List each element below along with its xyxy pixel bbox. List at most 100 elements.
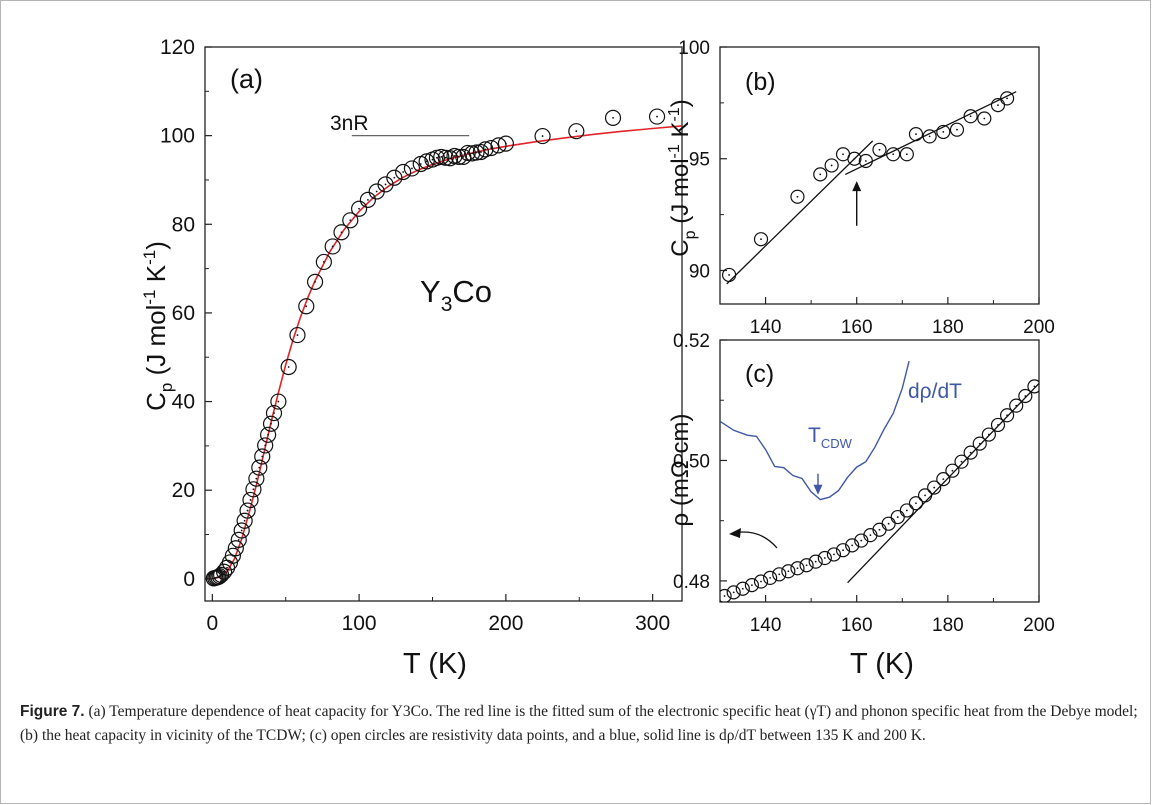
data-point-center [261, 455, 264, 458]
data-point-center [1006, 414, 1008, 417]
data-point [826, 547, 842, 562]
panel-c-frame [719, 339, 1040, 603]
x-tick-label: 180 [932, 317, 964, 338]
data-point-center [905, 153, 908, 156]
data-point [908, 496, 924, 511]
data-point-center [915, 133, 917, 136]
data-point [230, 531, 247, 548]
data-point-center [969, 115, 972, 118]
data-point-center [249, 499, 252, 501]
data-point-center [915, 502, 917, 505]
panel-a-x-axis-label: T (K) [403, 648, 467, 680]
data-point [817, 550, 832, 566]
data-point-center [1006, 97, 1008, 100]
data-point [908, 127, 924, 142]
data-point-center [997, 424, 999, 426]
caption-text: (a) Temperature dependence of heat capac… [20, 703, 1138, 744]
data-point-center [878, 528, 881, 531]
panel-c-tcdw-label: TCDW [808, 424, 853, 451]
data-point [753, 232, 769, 247]
figure-caption: Figure 7. (a) Temperature dependence of … [20, 700, 1140, 748]
data-point [1009, 398, 1024, 413]
guide-line [847, 382, 1040, 584]
data-point-center [1024, 395, 1027, 397]
data-point [899, 147, 914, 162]
data-point-center [305, 305, 308, 308]
data-point [483, 139, 500, 157]
data-point-center [612, 117, 614, 119]
data-point-center [264, 444, 267, 447]
data-point [847, 151, 862, 166]
data-point-center [458, 156, 460, 158]
data-point-center [226, 566, 228, 569]
data-point [315, 253, 332, 271]
data-point-center [853, 157, 856, 160]
data-point-center [983, 117, 986, 120]
data-point [799, 558, 814, 573]
data-point [280, 358, 297, 376]
data-point-center [928, 135, 931, 138]
data-point-center [814, 560, 817, 563]
data-point [977, 111, 992, 126]
data-point [999, 408, 1015, 423]
data-point-center [296, 334, 299, 336]
arrow-head [852, 181, 862, 192]
data-point [270, 393, 287, 410]
data-point-center [978, 442, 981, 445]
data-point-center [787, 570, 790, 573]
data-point [990, 417, 1006, 433]
x-tick-label: 200 [1023, 615, 1055, 636]
data-point [442, 150, 459, 167]
data-point-center [484, 148, 487, 151]
data-point-center [933, 486, 936, 489]
data-point-center [220, 573, 223, 576]
panel-b-label: (b) [745, 68, 776, 96]
data-point-center [541, 135, 544, 137]
data-point [1027, 379, 1039, 394]
data-point [224, 547, 241, 564]
data-point-center [449, 157, 452, 160]
data-point-center [237, 538, 240, 541]
data-point-center [267, 433, 270, 436]
data-point [936, 472, 951, 487]
data-point-center [956, 128, 958, 131]
data-point [351, 200, 368, 217]
data-point [459, 144, 476, 162]
data-point [490, 137, 507, 154]
y-tick-label: 120 [160, 36, 195, 59]
panel-b-points [722, 91, 1015, 283]
panel-a-points [205, 108, 666, 587]
panel-a-compound-label: Y3Co [420, 274, 492, 316]
data-point-center [942, 478, 945, 481]
data-point [386, 169, 403, 186]
data-point [872, 142, 887, 157]
data-point [927, 480, 942, 495]
data-point [248, 470, 265, 487]
data-point [790, 189, 805, 204]
panel-a-ticks: 0 100 200 300 0 20 40 60 80 100 120 [160, 36, 670, 635]
panel-a-y-axis-label: Cp (J mol-1 K-1) [140, 241, 176, 411]
data-point [954, 454, 969, 469]
x-tick-label: 160 [841, 615, 873, 636]
data-point [781, 564, 796, 579]
data-point-center [322, 261, 325, 263]
data-point [242, 491, 259, 509]
data-point [890, 509, 905, 525]
x-tick-label: 200 [1023, 317, 1055, 338]
y-tick-label: 0 [183, 568, 195, 591]
x-tick-label: 180 [932, 615, 964, 636]
data-point-center [367, 199, 369, 201]
panel-c-label: (c) [745, 360, 774, 388]
data-point [377, 176, 394, 193]
data-point [648, 108, 666, 125]
data-point-center [728, 274, 731, 276]
y-tick-label: 0.50 [673, 451, 710, 472]
data-point [210, 568, 227, 586]
data-point-center [340, 231, 343, 234]
data-point [858, 153, 873, 169]
data-point [227, 540, 244, 557]
data-point [945, 463, 960, 478]
data-point [239, 502, 256, 519]
data-point-center [480, 151, 482, 153]
data-point-center [842, 153, 844, 156]
